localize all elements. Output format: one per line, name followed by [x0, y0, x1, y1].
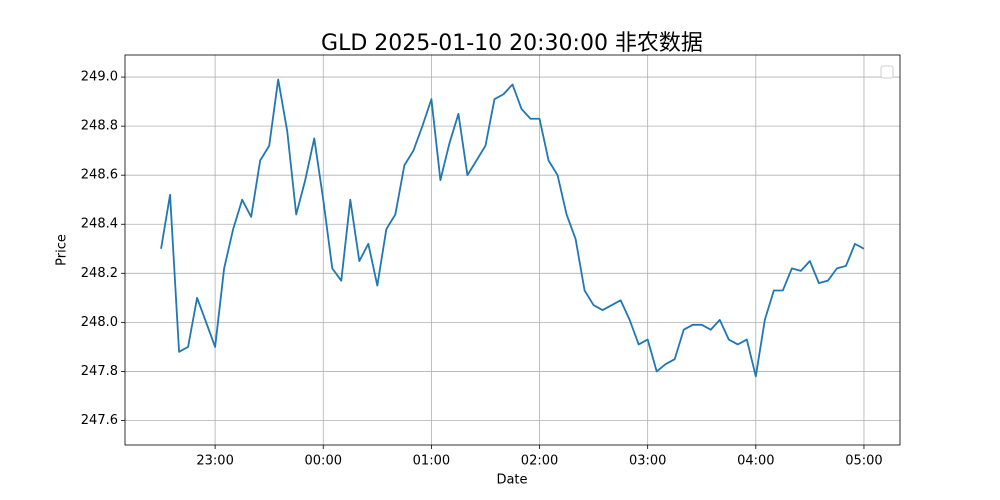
y-tick-label: 247.6	[81, 413, 118, 428]
plot-area	[160, 78, 865, 378]
grid: 247.6 247.8 248.0 248.2 248.4 248.6 248.8 249.0…	[81, 55, 900, 469]
axes-frame	[124, 54, 901, 446]
y-axis-label: Price	[55, 234, 70, 266]
x-tick-label: 05:00	[845, 454, 882, 469]
y-tick-label: 247.8	[81, 364, 118, 379]
y-tick-label: 248.8	[81, 119, 118, 134]
x-tick-label: 23:00	[196, 454, 233, 469]
y-tick-label: 248.4	[81, 217, 118, 232]
x-axis-label: Date	[496, 473, 527, 488]
x-tick-label: 01:00	[413, 454, 450, 469]
legend	[880, 65, 894, 79]
x-tick-label: 02:00	[521, 454, 558, 469]
x-tick-label: 00:00	[305, 454, 342, 469]
x-tick-label: 04:00	[737, 454, 774, 469]
y-tick-label: 249.0	[81, 70, 118, 85]
chart-title: GLD 2025-01-10 20:30:00 非农数据	[321, 31, 703, 56]
y-tick-label: 248.6	[81, 168, 118, 183]
price-line	[160, 78, 865, 378]
y-tick-label: 248.2	[81, 266, 118, 281]
y-tick-label: 248.0	[81, 315, 118, 330]
x-tick-label: 03:00	[629, 454, 666, 469]
